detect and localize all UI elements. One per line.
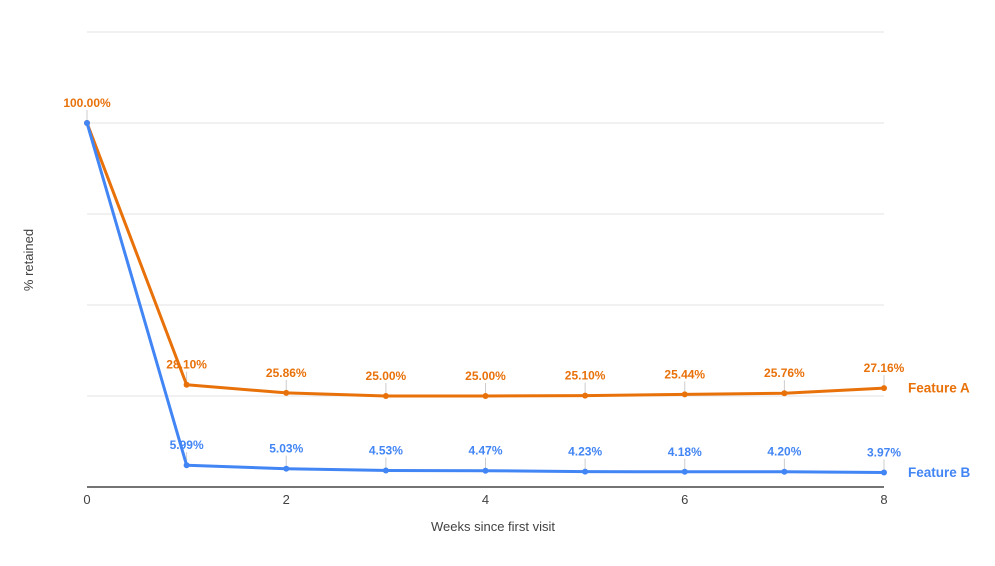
data-label: 100.00%	[63, 96, 111, 110]
data-point	[482, 393, 489, 399]
data-point	[681, 468, 688, 475]
data-label: 25.86%	[266, 366, 307, 380]
data-point	[482, 467, 489, 474]
data-point	[382, 467, 389, 474]
data-label: 4.18%	[668, 445, 702, 459]
data-label: 28.10%	[166, 358, 207, 372]
data-label: 25.10%	[565, 369, 606, 383]
data-point	[781, 390, 788, 397]
data-label: 4.53%	[369, 444, 403, 458]
x-tick-label: 0	[83, 492, 90, 507]
data-point	[681, 391, 688, 398]
series-line	[85, 121, 886, 474]
data-label: 4.23%	[568, 445, 602, 459]
data-label: 27.16%	[864, 361, 905, 375]
data-point	[881, 385, 887, 392]
data-point	[382, 393, 389, 399]
x-tick-label: 8	[880, 492, 887, 507]
data-label: 4.47%	[468, 444, 502, 458]
series-name-label: Feature A	[908, 381, 970, 396]
data-point	[881, 469, 887, 476]
data-label-leader-lines	[86, 110, 885, 472]
series-line	[85, 121, 886, 398]
series-feature-b: 5.99% 5.03% 4.53% 4.47% 4.23% 4.18% 4.20% 3.97%	[84, 120, 901, 476]
data-label: 25.00%	[366, 369, 407, 383]
x-tick-label: 6	[681, 492, 688, 507]
series-lines: 100.00% 28.10% 25.86% 25.00% 25.00% 25.10% 25.…	[63, 96, 905, 476]
data-label: 5.99%	[170, 438, 204, 452]
data-point	[582, 468, 589, 475]
series-feature-a: 100.00% 28.10% 25.86% 25.00% 25.00% 25.10% 25.…	[63, 96, 905, 399]
gridlines	[87, 31, 884, 397]
data-point	[283, 389, 290, 396]
data-label: 25.00%	[465, 369, 506, 383]
data-point	[183, 462, 190, 469]
x-axis: 0 2 4 6 8	[83, 486, 888, 507]
data-point	[84, 120, 90, 126]
data-label: 4.20%	[767, 445, 801, 459]
series-name-label: Feature B	[908, 465, 971, 480]
y-axis-title: % retained	[21, 229, 36, 291]
series-name-labels: Feature A Feature B	[908, 381, 971, 480]
x-axis-title: Weeks since first visit	[431, 519, 555, 534]
data-label: 5.03%	[269, 442, 303, 456]
data-point	[283, 465, 290, 472]
data-point	[582, 392, 589, 399]
x-tick-label: 2	[283, 492, 290, 507]
data-point	[781, 468, 788, 475]
data-point	[183, 381, 190, 388]
data-label: 3.97%	[867, 446, 901, 460]
data-label: 25.44%	[664, 367, 705, 381]
x-tick-label: 4	[482, 492, 489, 507]
data-label: 25.76%	[764, 366, 805, 380]
